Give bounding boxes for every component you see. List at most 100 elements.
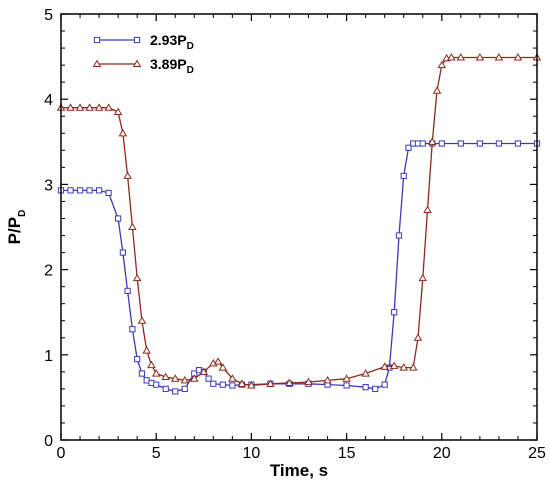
series-2-point [266, 379, 275, 387]
series-2-point [437, 60, 447, 69]
y-axis-title-sub: D [17, 210, 28, 217]
series-2-point [413, 333, 423, 341]
series-1-point [372, 385, 379, 392]
series-2-point [418, 273, 428, 282]
series-2-point [456, 53, 466, 61]
legend-item-series-1: 2.93PD [93, 32, 194, 52]
series-2-line [61, 56, 537, 387]
series-2-point [428, 137, 437, 145]
series-2-point [85, 103, 94, 111]
series-2-point [285, 378, 294, 386]
y-tick-label: 0 [44, 433, 53, 450]
series-2-point [432, 86, 442, 94]
ticks-layer: 0 5 10 15 20 25 0 1 2 3 4 5 [44, 7, 546, 462]
series-1-point [438, 140, 445, 147]
series-2-point [323, 375, 332, 384]
legend-marker-series-1 [93, 36, 101, 44]
x-tick-label: 5 [152, 445, 161, 462]
series-2-point [494, 53, 504, 61]
series-2-point [66, 103, 75, 111]
series-1-point [395, 232, 403, 239]
series-2-point [128, 222, 137, 231]
y-tick-label: 2 [44, 263, 53, 280]
legend-label-series-2-main: 3.89P [150, 56, 187, 72]
series-2-point [104, 103, 113, 111]
legend-label-series-1-main: 2.93P [150, 32, 187, 48]
y-tick-label: 5 [44, 7, 53, 24]
series-1-point [124, 287, 131, 294]
series-1-point [129, 326, 136, 333]
series-1-line [61, 142, 537, 393]
y-tick-label: 4 [44, 92, 53, 109]
series-2-point [380, 362, 389, 370]
series-1-point [405, 144, 412, 151]
series-2-point [142, 346, 151, 354]
series-2-point [237, 379, 247, 387]
y-tick-label: 1 [44, 348, 53, 365]
series-1-point [362, 384, 369, 391]
series-1-point [514, 140, 522, 147]
series-1-point [115, 215, 122, 222]
series-2-point [199, 367, 209, 375]
series-1-point [495, 140, 503, 147]
series-1-point [205, 375, 212, 382]
series-2-point [342, 374, 351, 382]
legend-marker-series-1 [133, 36, 141, 44]
x-tick-label: 10 [243, 445, 261, 462]
series-2-point [423, 205, 432, 214]
y-axis-title-main: P/P [5, 217, 24, 244]
series-2-point [94, 103, 104, 111]
y-axis-title: P/PD [5, 210, 28, 245]
x-tick-label: 25 [528, 445, 546, 462]
series-layer [56, 53, 542, 395]
legend-label-series-2-sub: D [187, 65, 194, 76]
series-2-point [408, 363, 418, 371]
series-1-point [400, 172, 407, 179]
series-1-point [95, 187, 103, 194]
series-2-point [137, 316, 147, 324]
series-2-point [123, 171, 132, 179]
series-1-point [76, 187, 84, 194]
y-tick-label: 3 [44, 177, 53, 194]
series-2-point [247, 381, 256, 389]
series-2-point [161, 372, 170, 381]
series-1-point [457, 140, 464, 147]
series-1 [57, 140, 541, 395]
series-2-point [118, 128, 128, 137]
series-1-point [210, 380, 217, 387]
series-2-point [180, 375, 190, 384]
series-1-point [419, 140, 426, 147]
series-1-point [181, 385, 188, 392]
series-1-point [229, 382, 236, 389]
series-2-point [361, 369, 370, 377]
series-2-point [389, 361, 399, 369]
series-1-point [153, 381, 160, 388]
series-2-point [170, 374, 180, 382]
series-1-point [67, 187, 74, 194]
series-2-point [113, 107, 123, 116]
series-2-point [447, 53, 456, 61]
series-2-point [151, 369, 161, 377]
series-1-point [105, 189, 112, 197]
series-2-point [218, 363, 228, 371]
series-2-point [213, 357, 223, 365]
series-2-point [190, 374, 199, 382]
legend-label-series-1-sub: D [187, 41, 194, 52]
series-1-point [134, 355, 141, 363]
series-2-point [304, 377, 313, 386]
series-2-point [399, 363, 408, 371]
legend-label-series-1: 2.93PD [150, 32, 194, 52]
series-1-point [391, 309, 398, 316]
series-2-point [513, 53, 523, 61]
series-1-point [172, 388, 179, 395]
plot-frame [60, 13, 538, 441]
x-tick-label: 20 [433, 445, 451, 462]
series-1-point [219, 381, 226, 388]
series-1-point [162, 385, 169, 392]
series-1-point [381, 381, 388, 388]
series-1-point [343, 382, 350, 389]
legend: 2.93PD 3.89PD [92, 32, 194, 76]
series-1-point [86, 187, 93, 194]
series-2-point [75, 103, 85, 111]
